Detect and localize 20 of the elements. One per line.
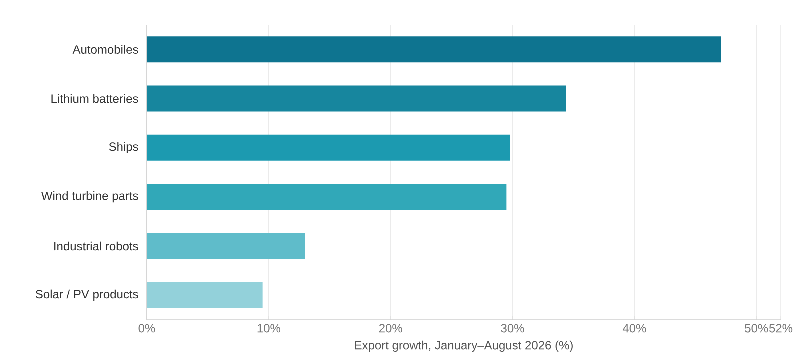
y-tick-label: Automobiles [72,45,138,54]
y-tick-label: Wind turbine parts [41,191,138,203]
x-tick-label: 50% [745,324,768,333]
bar [147,184,507,210]
bar [147,233,306,260]
x-tick-label: 10% [258,324,281,333]
y-tick-label: Solar / PV products [36,290,138,302]
y-tick-label: Industrial robots [54,242,138,251]
x-tick-label: 0% [138,324,156,333]
x-axis-title: Export growth, January–August 2026 (%) [355,340,573,352]
y-tick-label: Lithium batteries [52,94,138,104]
bar [147,86,566,112]
x-tick-label: 30% [501,324,524,333]
y-tick-label: Ships [109,142,138,154]
x-tick-label: 52% [769,324,793,333]
bar [147,134,510,161]
bar [147,36,722,63]
x-tick-label: 40% [622,324,646,333]
bar [147,282,263,308]
x-tick-label: 20% [379,324,402,333]
